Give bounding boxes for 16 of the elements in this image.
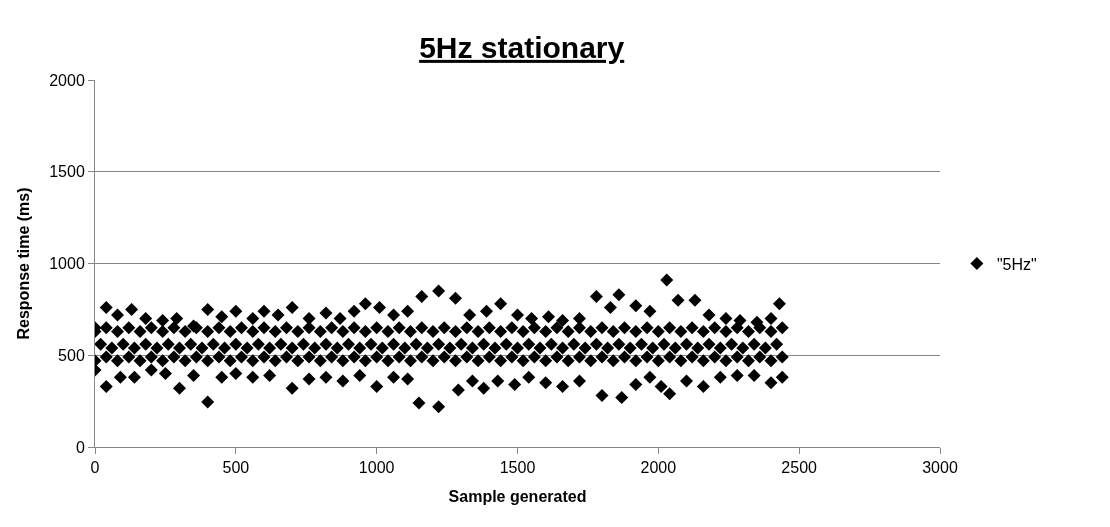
x-tick-label: 0 [90,459,100,477]
y-tick-label: 2000 [49,71,85,89]
x-axis-title: Sample generated [448,487,587,505]
y-tick-label: 500 [58,346,85,364]
x-tick-label: 3000 [922,459,958,477]
y-tick-label: 1500 [49,163,85,181]
x-tick-label: 2500 [781,459,818,477]
y-tick-label: 0 [75,438,85,456]
x-tick-label: 2000 [640,459,677,477]
chart-title: 5Hz stationary [419,30,625,64]
x-tick-label: 1500 [499,459,536,477]
legend-label: "5Hz" [996,255,1037,273]
x-tick-label: 1000 [358,459,395,477]
x-tick-label: 500 [222,459,250,477]
y-axis-title: Response time (ms) [15,187,33,340]
y-tick-label: 1000 [49,255,85,273]
